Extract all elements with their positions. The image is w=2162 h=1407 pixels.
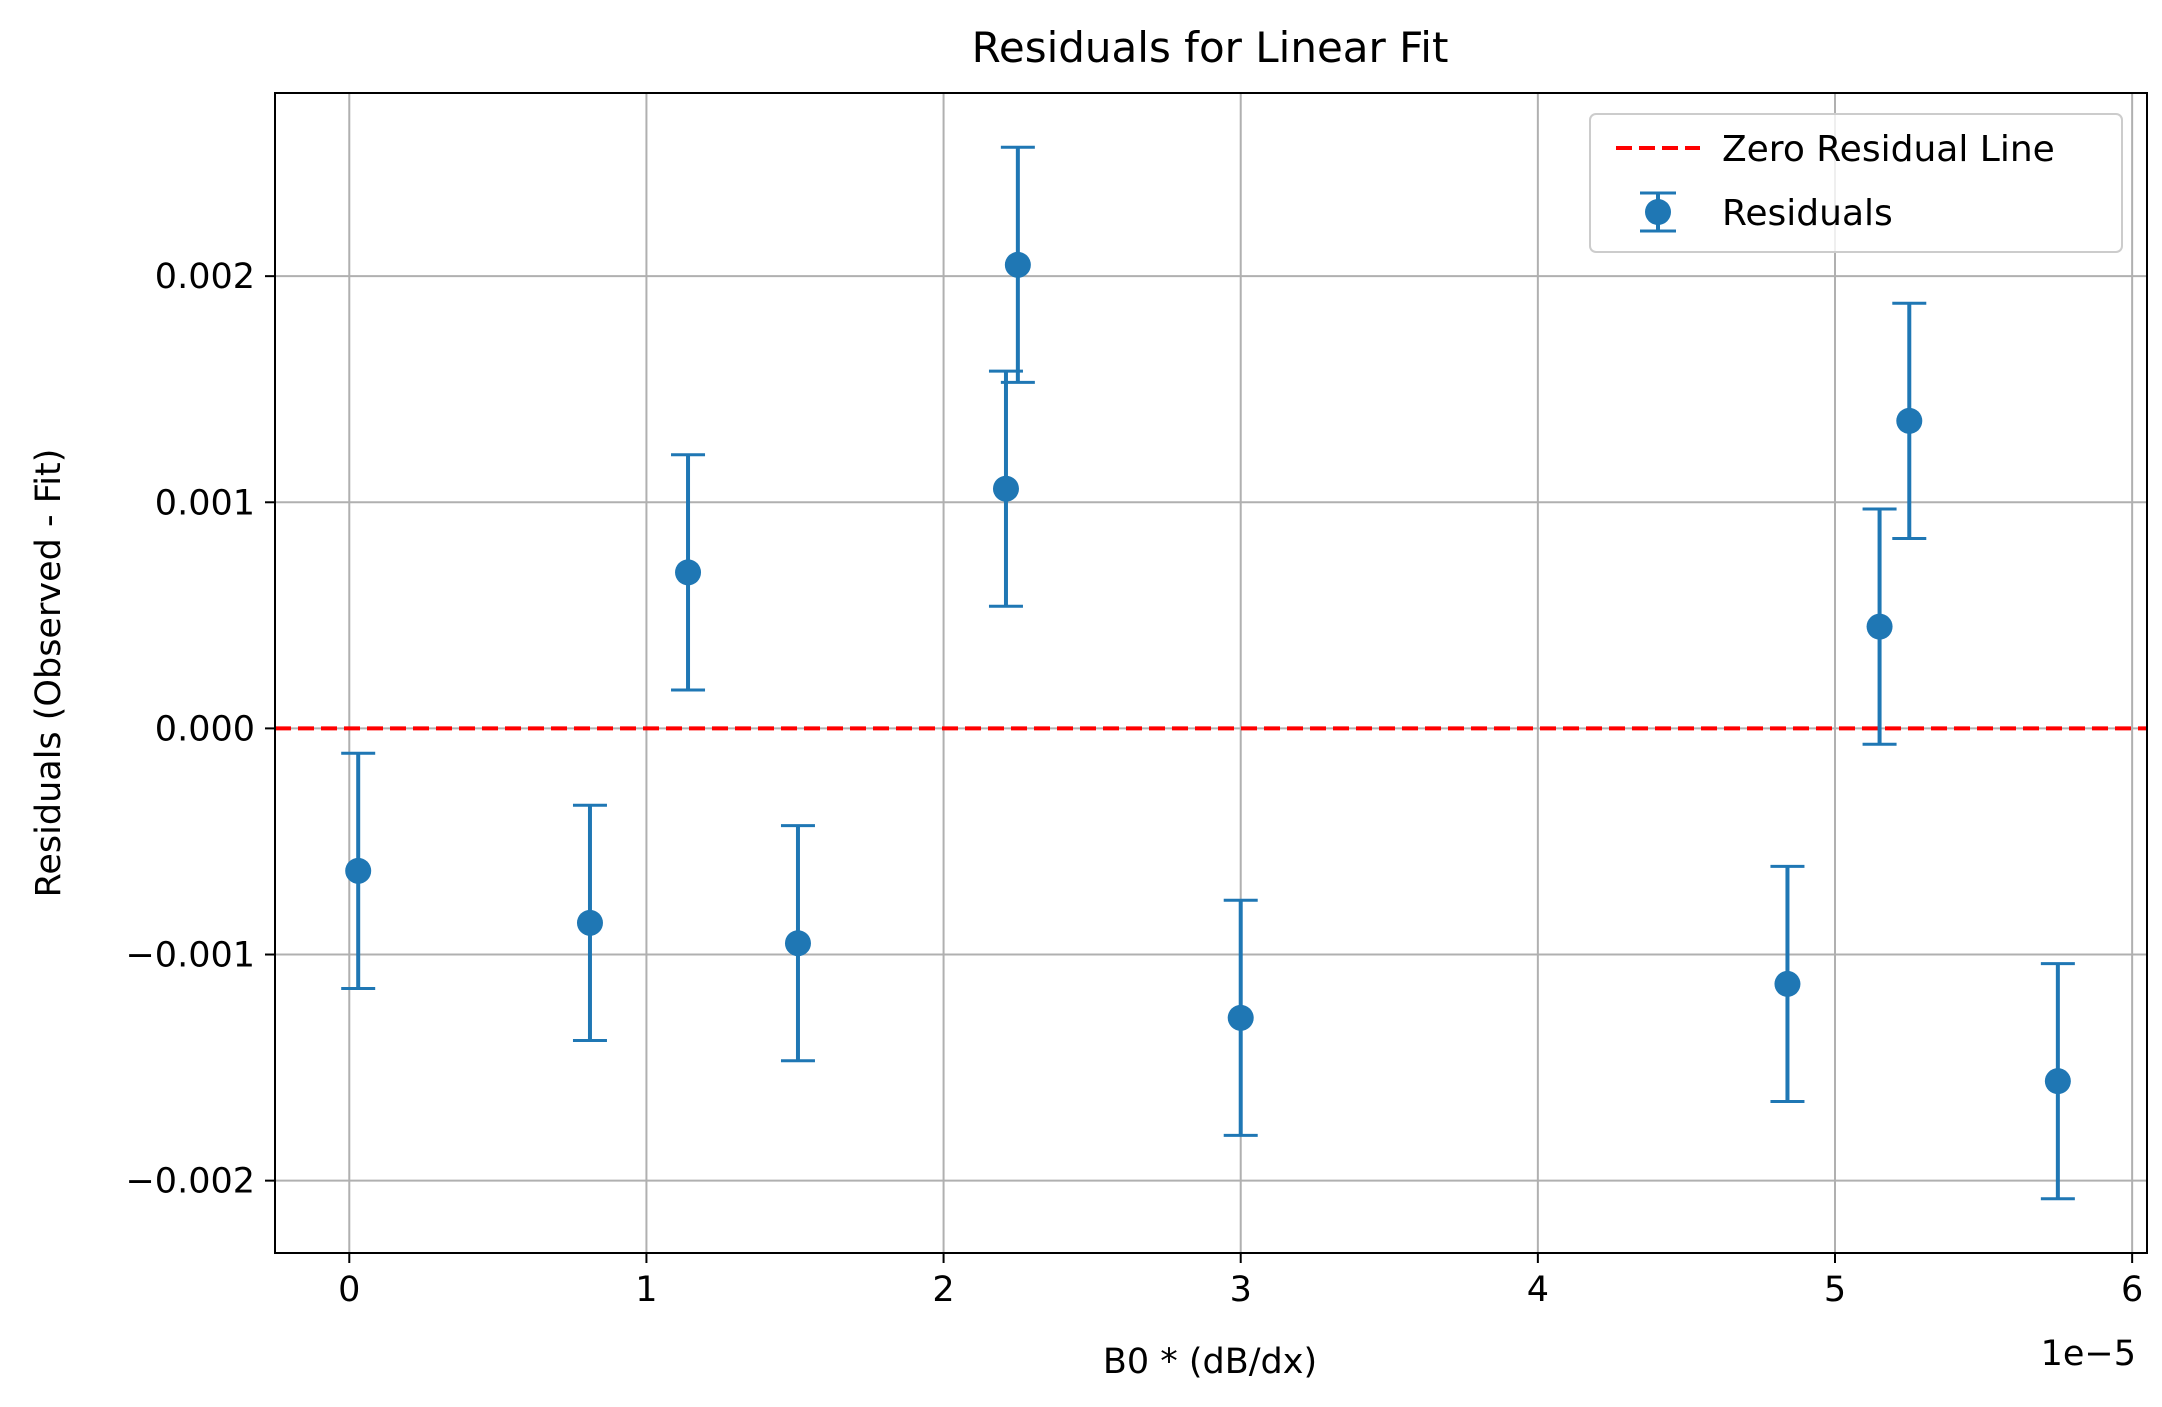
data-point-marker [2044,1068,2071,1095]
x-tick-label: 1 [635,1270,657,1310]
residual-point [780,824,815,1063]
data-point-marker [675,559,702,586]
data-point-marker [1774,970,1801,997]
y-tick-label: −0.001 [125,936,255,976]
data-point-marker [1896,407,1923,434]
y-tick-label: 0.001 [155,483,255,523]
y-tick-label: 0.002 [155,257,255,297]
residual-point [1770,864,1805,1103]
x-tick-label: 0 [338,1270,360,1310]
x-tick-label: 5 [1824,1270,1846,1310]
legend-residuals-swatch [1640,191,1676,233]
residual-point [1223,898,1258,1137]
legend: Zero Residual Line Residuals [1589,113,2123,253]
y-tick-label: 0.000 [155,709,255,749]
legend-marker [1645,199,1671,225]
data-point-marker [992,475,1019,502]
y-tick-label: −0.002 [125,1162,255,1202]
data-point-marker [345,857,372,884]
x-tick-label: 6 [2121,1270,2143,1310]
legend-box [1589,113,2123,253]
x-axis-offset-label: 1e−5 [2041,1334,2136,1374]
data-point-marker [1004,251,1031,278]
data-point-marker [576,909,603,936]
x-tick-label: 3 [1230,1270,1252,1310]
axis-ticks: 0 1 2 3 4 5 6 −0.002 −0.001 0.000 0.001 0.002 [125,257,2143,1310]
residual-point [572,803,607,1042]
data-point-marker [1866,613,1893,640]
legend-residuals-label: Residuals [1722,193,1893,234]
residual-point [2040,962,2075,1201]
x-axis-label: B0 * (dB/dx) [1103,1342,1317,1382]
data-point-marker [784,930,811,957]
residual-point [341,751,376,990]
residual-point [1862,507,1897,746]
residual-points [341,145,2075,1201]
y-axis-label: Residuals (Observed - Fit) [29,449,69,898]
residual-point [988,369,1023,608]
data-point-marker [1227,1004,1254,1031]
x-tick-label: 2 [932,1270,954,1310]
chart-title: Residuals for Linear Fit [972,23,1449,72]
residual-point [1892,301,1927,540]
x-tick-label: 4 [1527,1270,1549,1310]
legend-zero-line-label: Zero Residual Line [1722,129,2055,170]
residual-point [1000,145,1035,384]
plot-frame [274,92,2148,1254]
residual-point [671,453,706,692]
